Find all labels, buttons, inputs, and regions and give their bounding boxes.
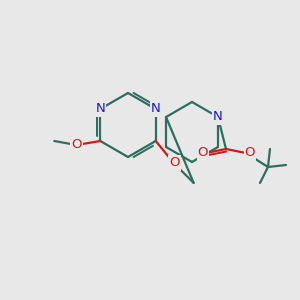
Text: O: O — [245, 146, 255, 160]
Text: O: O — [169, 157, 180, 169]
Text: O: O — [198, 146, 208, 160]
Text: O: O — [71, 139, 82, 152]
Text: N: N — [95, 103, 105, 116]
Text: N: N — [213, 110, 223, 124]
Text: N: N — [151, 103, 160, 116]
